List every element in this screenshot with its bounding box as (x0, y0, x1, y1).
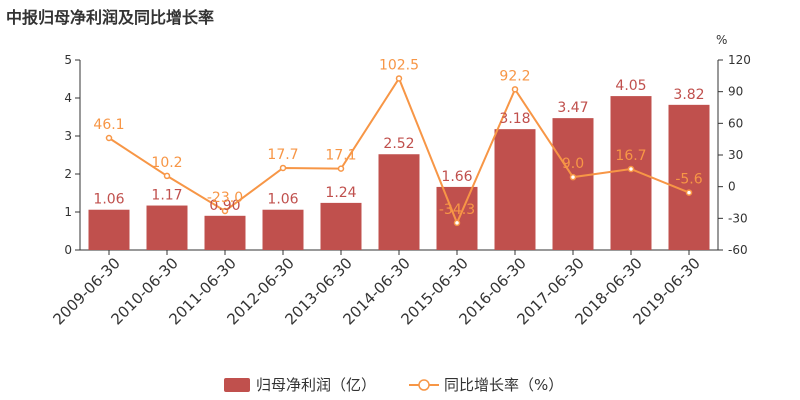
bar-series (88, 96, 710, 250)
line-value-label: 16.7 (615, 148, 646, 164)
line-point (221, 207, 229, 215)
y-right-tick-label: 90 (728, 85, 743, 99)
y-left-tick-label: 0 (64, 243, 72, 257)
y-left-tick-label: 1 (64, 205, 72, 219)
line-point (395, 75, 403, 82)
legend: 归母净利润（亿） 同比增长率（%） (224, 376, 563, 394)
data-labels: 1.06 1.17 0.90 1.06 1.24 2.52 1.66 3.18 3.47 4.05… (93, 57, 704, 217)
line-point (627, 165, 635, 173)
bar (552, 118, 594, 250)
bar-value-label: 2.52 (383, 136, 414, 152)
bar (610, 96, 652, 250)
line-value-label: 10.2 (151, 155, 182, 171)
line-point (685, 189, 693, 196)
bar (320, 202, 362, 250)
line-point (163, 172, 171, 180)
bar (146, 205, 188, 250)
bar (668, 104, 710, 250)
bar (204, 215, 246, 250)
bar-value-label: 1.17 (151, 188, 182, 204)
bar (378, 154, 420, 250)
bar-value-label: 0.90 (209, 198, 240, 214)
bar-value-label: 1.06 (267, 192, 298, 208)
y-right-tick-label: 0 (728, 180, 736, 194)
line-point (337, 165, 345, 172)
bar-value-label: 1.06 (93, 192, 124, 208)
line-point (453, 219, 461, 227)
line-point (105, 134, 113, 142)
bar-value-label: 1.66 (441, 169, 472, 185)
bar-value-label: 3.47 (557, 100, 588, 116)
y-right-tick-label: 60 (728, 116, 743, 130)
line-series (105, 75, 693, 227)
bar-value-label: 1.24 (325, 185, 356, 201)
line-value-label: -23.0 (207, 190, 243, 206)
y-right-tick-label: 30 (728, 148, 743, 162)
chart-title: 中报归母净利润及同比增长率 (6, 8, 215, 27)
line-value-label: 92.2 (499, 68, 530, 84)
y-left-tick-label: 4 (64, 91, 72, 105)
line-value-label: -34.3 (439, 202, 475, 218)
line-value-label: 9.0 (562, 156, 584, 172)
y-left-tick-label: 2 (64, 167, 72, 181)
bar (88, 209, 130, 250)
line-point (279, 164, 287, 172)
bar (262, 209, 304, 250)
line-point (569, 173, 577, 181)
legend-line-label: 同比增长率（%） (444, 376, 563, 394)
y-left-tick-label: 5 (64, 53, 72, 67)
line-point (511, 86, 519, 93)
y-right-tick-label: -60 (728, 243, 748, 257)
bar (436, 186, 478, 250)
bar-value-label: 4.05 (615, 78, 646, 94)
bar (494, 129, 536, 250)
line-value-label: 102.5 (379, 57, 419, 73)
bar-value-label: 3.18 (499, 111, 530, 127)
y-right-unit: % (716, 33, 727, 47)
y-left-tick-label: 3 (64, 129, 72, 143)
line-value-label: 17.7 (267, 147, 298, 163)
line-value-label: 17.1 (325, 148, 356, 164)
y-right-tick-label: 120 (728, 53, 751, 67)
line-value-label: -5.6 (675, 172, 702, 188)
legend-bar-label: 归母净利润（亿） (256, 376, 376, 394)
y-right-tick-label: -30 (728, 211, 748, 225)
legend-line-marker (418, 379, 430, 391)
line-value-label: 46.1 (93, 117, 124, 133)
legend-bar-swatch (224, 378, 250, 392)
bar-value-label: 3.82 (673, 87, 704, 103)
